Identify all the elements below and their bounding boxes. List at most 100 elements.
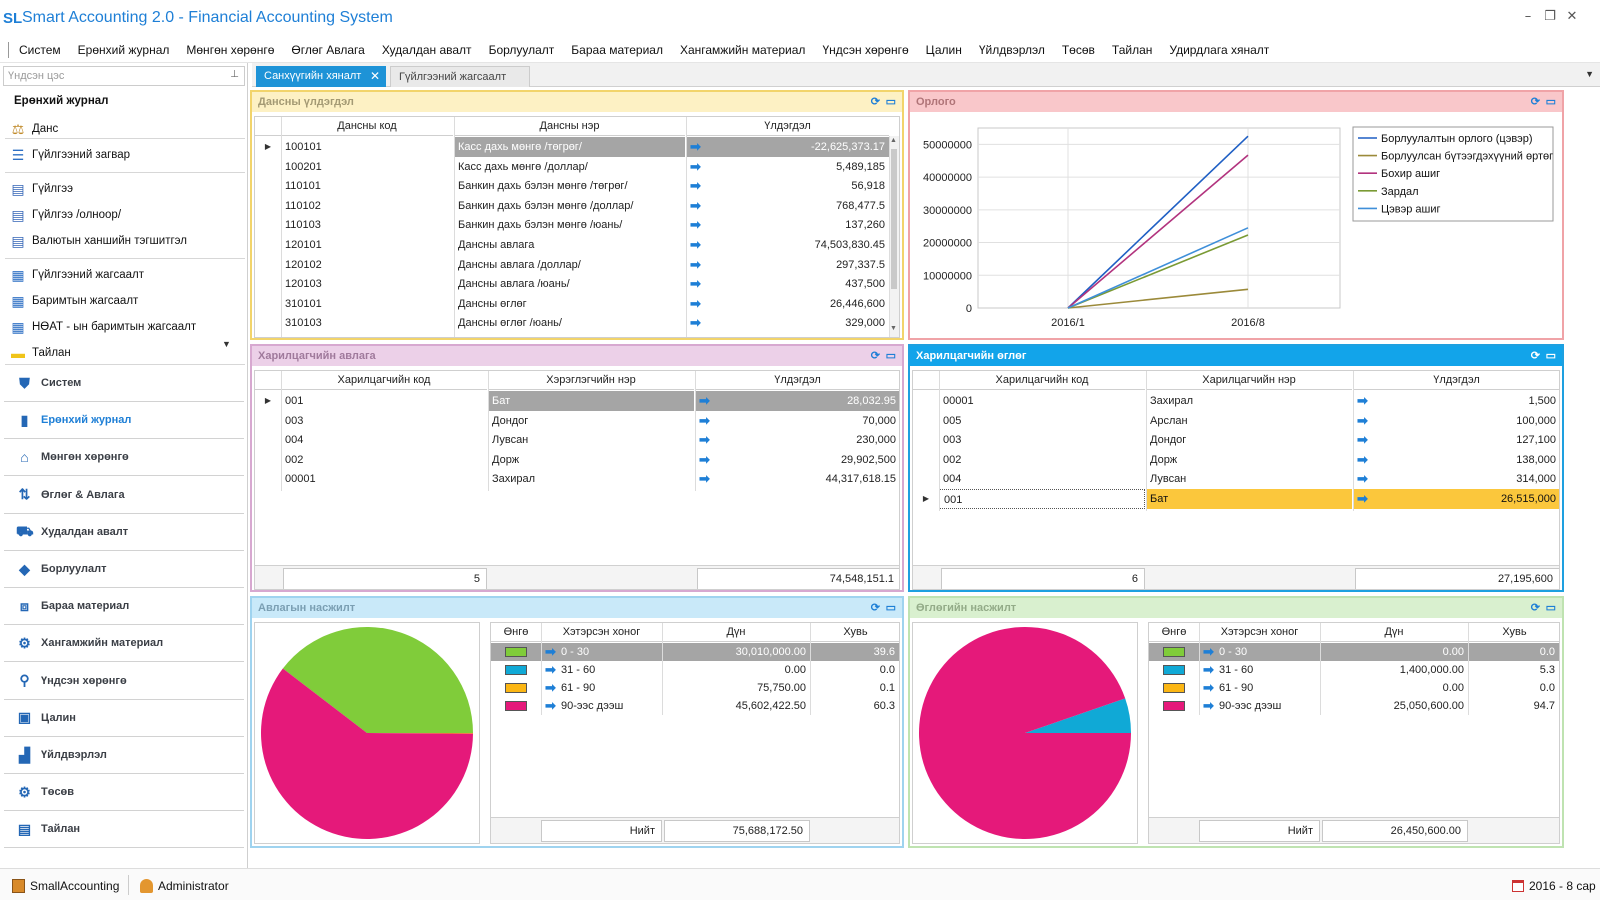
maximize-icon[interactable]: ▭ [885, 350, 896, 362]
table-row[interactable]: 310103 Дансны өглөг /юань/329,000 ➡ [255, 313, 899, 333]
module-nav-item[interactable]: ◆ Борлуулалт [4, 551, 244, 588]
close-icon[interactable]: ✕ [1566, 9, 1578, 24]
menu-item[interactable]: Мөнгөн хөрөнгө [186, 43, 275, 57]
drilldown-arrow-icon[interactable]: ➡ [690, 237, 701, 252]
menu-item[interactable]: Төсөв [1061, 43, 1095, 57]
nav-item[interactable]: ⚖ Данс [10, 119, 59, 139]
menu-item[interactable]: Удирдлага хяналт [1169, 43, 1270, 57]
module-nav-item[interactable]: ⚲ Үндсэн хөрөнгө [4, 663, 244, 700]
drilldown-arrow-icon[interactable]: ➡ [690, 139, 701, 154]
module-nav-item[interactable]: ⚙ Төсөв [4, 774, 244, 812]
table-row[interactable]: ▶ 001 Бат 26,515,000 ➡ [913, 489, 1559, 509]
drilldown-arrow-icon[interactable]: ➡ [545, 644, 556, 659]
refresh-icon[interactable]: ⟳ [1530, 602, 1540, 614]
drilldown-arrow-icon[interactable]: ➡ [690, 178, 701, 194]
table-row[interactable]: ▶ 100101 Касс дахь мөнгө /төгрөг/-22,625,3… [255, 137, 899, 157]
table-row[interactable]: 003 Дондог 127,100 ➡ [913, 430, 1559, 450]
menu-item[interactable]: Систем [19, 43, 61, 57]
refresh-icon[interactable]: ⟳ [870, 602, 880, 614]
nav-item[interactable]: ☰ Гүйлгээний загвар [10, 145, 130, 165]
table-row[interactable]: 005 Арслан 100,000 ➡ [913, 411, 1559, 431]
table-row[interactable]: 110102 Банкин дахь бэлэн мөнгө /доллар/76… [255, 196, 899, 216]
table-row[interactable]: 100201 Касс дахь мөнгө /доллар/5,489,185 ➡ [255, 157, 899, 177]
drilldown-arrow-icon[interactable]: ➡ [1203, 644, 1214, 659]
drilldown-arrow-icon[interactable]: ➡ [690, 276, 701, 292]
nav-item[interactable]: ▤ Гүйлгээ /олноор/ [10, 205, 121, 225]
table-row[interactable]: 310101 Дансны өглөг 26,446,600 ➡ [255, 294, 899, 314]
drilldown-arrow-icon[interactable]: ➡ [699, 432, 710, 448]
drilldown-arrow-icon[interactable]: ➡ [699, 471, 710, 487]
refresh-icon[interactable]: ⟳ [870, 96, 880, 108]
table-row[interactable]: 120101 Дансны авлага 74,503,830.45 ➡ [255, 235, 899, 255]
column-header[interactable]: Харилцагчийн нэр [1146, 371, 1352, 390]
drilldown-arrow-icon[interactable]: ➡ [699, 412, 710, 428]
table-row[interactable]: ➡ 31 - 60 1,400,000.00 5.3 [1149, 661, 1559, 679]
column-header[interactable]: Үлдэгдэл [695, 371, 899, 390]
restore-icon[interactable]: ❐ [1544, 9, 1556, 24]
column-header[interactable]: Өнгө [491, 623, 541, 642]
menu-item[interactable]: Ерөнхий журнал [77, 43, 170, 57]
menu-item[interactable]: Худалдан авалт [381, 43, 472, 57]
menu-item[interactable]: Борлуулалт [488, 43, 555, 57]
drilldown-arrow-icon[interactable]: ➡ [1203, 698, 1214, 713]
table-row[interactable]: ➡ 61 - 90 0.00 0.0 [1149, 679, 1559, 697]
table-row[interactable]: 00001 Захирал 44,317,618.15 ➡ [255, 469, 899, 489]
status-user[interactable]: Administrator [140, 879, 229, 893]
module-nav-item[interactable]: ▣ Цалин [4, 700, 244, 737]
nav-item[interactable]: ▦ НӨАТ - ын баримтын жагсаалт [10, 317, 196, 337]
drilldown-arrow-icon[interactable]: ➡ [1357, 432, 1368, 448]
drilldown-arrow-icon[interactable]: ➡ [545, 680, 556, 695]
drilldown-arrow-icon[interactable]: ➡ [1357, 393, 1368, 408]
drilldown-arrow-icon[interactable]: ➡ [690, 315, 701, 331]
column-header[interactable]: Дансны нэр [454, 117, 685, 136]
drilldown-arrow-icon[interactable]: ➡ [690, 295, 701, 311]
column-header[interactable]: Дүн [1320, 623, 1468, 642]
table-row[interactable]: 120103 Дансны авлага /юань/437,500 ➡ [255, 274, 899, 294]
menu-item[interactable]: Тайлан [1111, 43, 1153, 57]
module-nav-item[interactable]: ⧈ Бараа материал [4, 588, 244, 626]
column-header[interactable]: Үлдэгдэл [1353, 371, 1559, 390]
menu-item[interactable]: Өглөг Авлага [291, 43, 365, 57]
minimize-icon[interactable]: – [1524, 9, 1532, 24]
nav-item[interactable]: ▦ Баримтын жагсаалт [10, 291, 138, 311]
column-header[interactable]: Дансны код [281, 117, 453, 136]
refresh-icon[interactable]: ⟳ [1530, 96, 1540, 108]
column-header[interactable]: Харилцагчийн код [939, 371, 1145, 390]
menu-item[interactable]: Үйлдвэрлэл [978, 43, 1045, 57]
drilldown-arrow-icon[interactable]: ➡ [690, 217, 701, 233]
scroll-up-icon[interactable]: ▲ [890, 137, 897, 144]
drilldown-arrow-icon[interactable]: ➡ [1203, 662, 1214, 677]
table-row[interactable]: ➡ 61 - 90 75,750.00 0.1 [491, 679, 899, 697]
maximize-icon[interactable]: ▭ [1545, 350, 1556, 362]
scroll-down-icon[interactable]: ▼ [890, 325, 897, 332]
table-row[interactable]: ➡ 90-ээс дээш 25,050,600.00 94.7 [1149, 697, 1559, 715]
column-header[interactable]: Үлдэгдэл [686, 117, 889, 136]
column-header[interactable]: Хувь [1468, 623, 1559, 642]
table-row[interactable]: 002 Дорж 29,902,500 ➡ [255, 450, 899, 470]
table-row[interactable]: ➡ 0 - 30 30,010,000.00 39.6 [491, 643, 899, 661]
maximize-icon[interactable]: ▭ [885, 602, 896, 614]
column-header[interactable]: Хэтэрсэн хоног [1199, 623, 1320, 642]
table-row[interactable]: 004 Лувсан 230,000 ➡ [255, 430, 899, 450]
drilldown-arrow-icon[interactable]: ➡ [690, 197, 701, 213]
module-nav-item[interactable]: ⌂ Мөнгөн хөрөнгө [4, 439, 244, 477]
drilldown-arrow-icon[interactable]: ➡ [699, 393, 710, 408]
menu-item[interactable]: Хангамжийн материал [679, 43, 806, 57]
tab-close-icon[interactable]: ✕ [369, 69, 380, 83]
drilldown-arrow-icon[interactable]: ➡ [545, 662, 556, 677]
module-nav-item[interactable]: ⛊ Систем [4, 365, 244, 402]
menu-item[interactable]: Үндсэн хөрөнгө [822, 43, 909, 57]
table-row[interactable]: 002 Дорж 138,000 ➡ [913, 450, 1559, 470]
tab-financial-control[interactable]: Санхүүгийн хяналт ✕ [256, 66, 386, 87]
scrollbar-thumb[interactable] [891, 149, 897, 289]
menu-item[interactable]: Цалин [925, 43, 962, 57]
tab-list-dropdown-icon[interactable]: ▼ [1585, 69, 1594, 79]
drilldown-arrow-icon[interactable]: ➡ [699, 451, 710, 467]
table-row[interactable]: 00001 Захирал 1,500 ➡ [913, 391, 1559, 411]
column-header[interactable]: Хувь [810, 623, 899, 642]
table-row[interactable]: 110101 Банкин дахь бэлэн мөнгө /төгрөг/56… [255, 176, 899, 196]
table-row[interactable]: 003 Дондог 70,000 ➡ [255, 411, 899, 431]
expand-icon[interactable]: ▼ [222, 339, 231, 349]
drilldown-arrow-icon[interactable]: ➡ [1357, 471, 1368, 487]
column-header[interactable]: Хэрэглэгчийн нэр [488, 371, 694, 390]
